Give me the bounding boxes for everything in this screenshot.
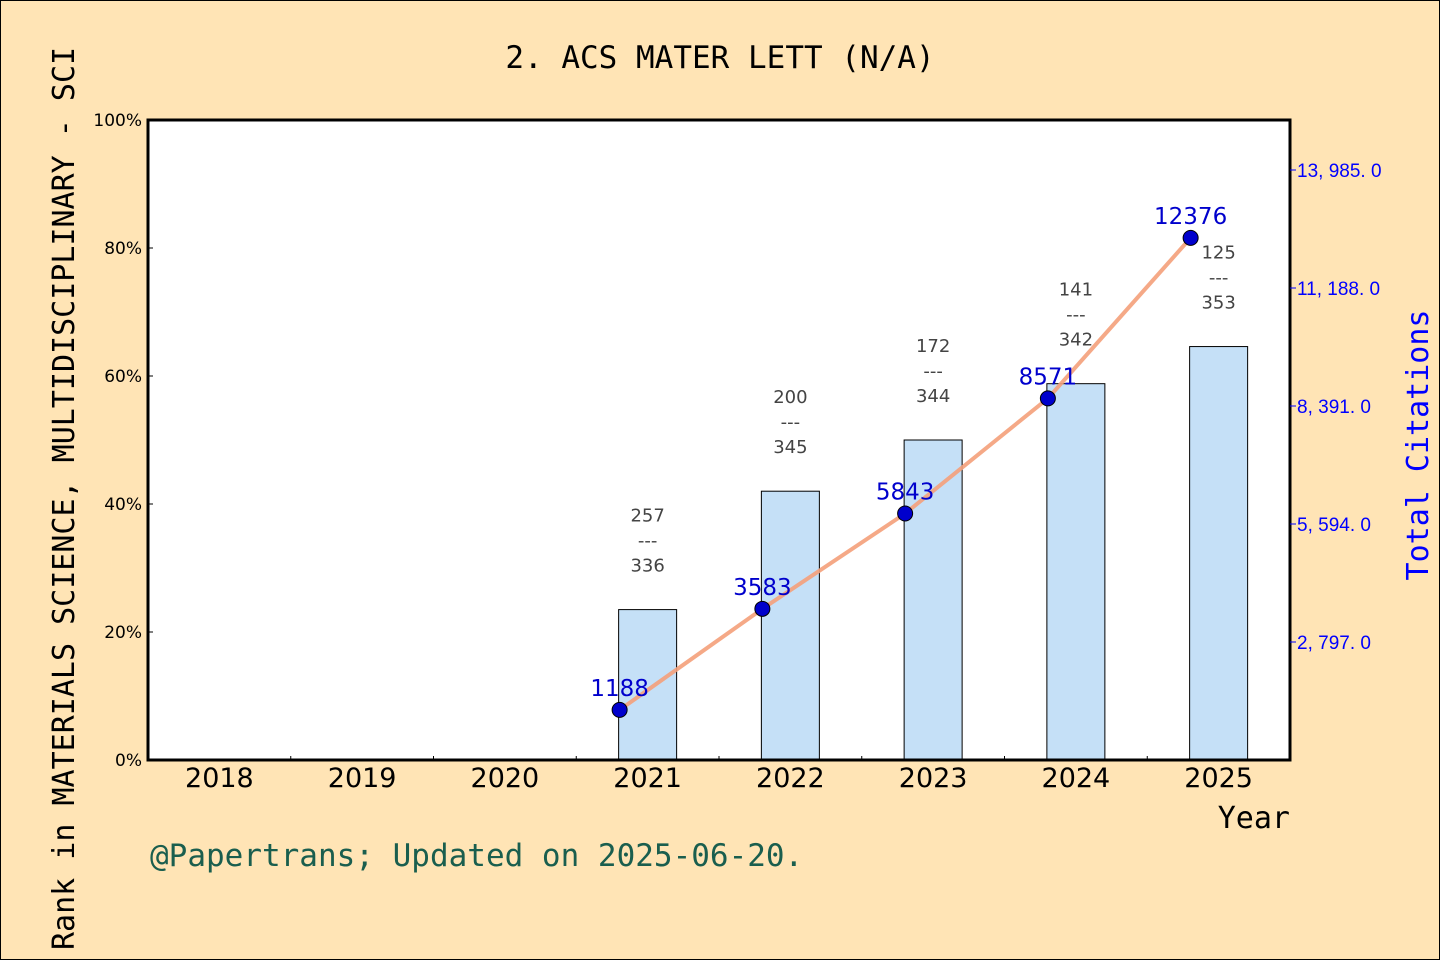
plot-area — [148, 120, 1290, 760]
bar-separator: --- — [1209, 268, 1229, 289]
x-axis-label: Year — [1218, 801, 1290, 836]
x-tick-label: 2018 — [185, 763, 254, 794]
y-right-tick-label: 11, 188. 0 — [1297, 279, 1380, 300]
bar-rank-label: 172 — [916, 336, 950, 357]
bar-total-label: 342 — [1059, 330, 1093, 351]
chart-title: 2. ACS MATER LETT (N/A) — [505, 40, 934, 76]
bar-separator: --- — [781, 412, 801, 433]
citation-label: 8571 — [1019, 364, 1078, 390]
y-tick-label: 40% — [104, 495, 142, 515]
y-right-tick-label: 5, 594. 0 — [1297, 515, 1371, 536]
y-tick-label: 60% — [104, 367, 142, 387]
bar-total-label: 353 — [1201, 293, 1235, 314]
citation-label: 5843 — [876, 479, 935, 505]
bar-rank-label: 200 — [773, 387, 807, 408]
citation-label: 3583 — [733, 575, 792, 601]
bar-rank-label: 141 — [1059, 280, 1093, 301]
y-right-axis-label: Total Citations — [1401, 310, 1436, 581]
bar-separator: --- — [638, 531, 658, 552]
bar — [760, 490, 820, 761]
footer-note: @Papertrans; Updated on 2025-06-20. — [150, 838, 803, 874]
y-right-tick-label: 2, 797. 0 — [1297, 633, 1371, 654]
y-tick-label: 80% — [104, 239, 142, 259]
citation-marker — [1182, 229, 1199, 246]
x-tick-label: 2019 — [328, 763, 397, 794]
y-tick-label: 20% — [104, 623, 142, 643]
citation-marker — [1039, 390, 1056, 407]
bar — [1189, 346, 1249, 761]
x-tick-label: 2020 — [471, 763, 540, 794]
bar-rank-label: 125 — [1201, 243, 1235, 264]
bar-total-label: 345 — [773, 437, 807, 458]
y-tick-label: 100% — [93, 111, 142, 131]
citation-marker — [754, 600, 771, 617]
bar-rank-label: 257 — [630, 506, 664, 527]
y-axis-label: Rank in MATERIALS SCIENCE, MULTIDISCIPLI… — [47, 47, 82, 950]
citation-label: 12376 — [1154, 204, 1227, 230]
bar-total-label: 344 — [916, 386, 950, 407]
bar-separator: --- — [1066, 305, 1086, 326]
x-tick-label: 2024 — [1042, 763, 1111, 794]
x-tick-label: 2023 — [899, 763, 968, 794]
bar-total-label: 336 — [630, 556, 664, 577]
citation-marker — [897, 505, 914, 522]
citation-marker — [611, 701, 628, 718]
bar — [1046, 383, 1106, 761]
x-tick-label: 2021 — [613, 763, 682, 794]
y-tick-label: 0% — [115, 751, 142, 771]
x-tick-label: 2025 — [1184, 763, 1253, 794]
bar-separator: --- — [923, 361, 943, 382]
y-right-tick-label: 8, 391. 0 — [1297, 397, 1371, 418]
citation-label: 1188 — [590, 676, 649, 702]
x-tick-label: 2022 — [756, 763, 825, 794]
y-right-tick-label: 13, 985. 0 — [1297, 161, 1382, 182]
